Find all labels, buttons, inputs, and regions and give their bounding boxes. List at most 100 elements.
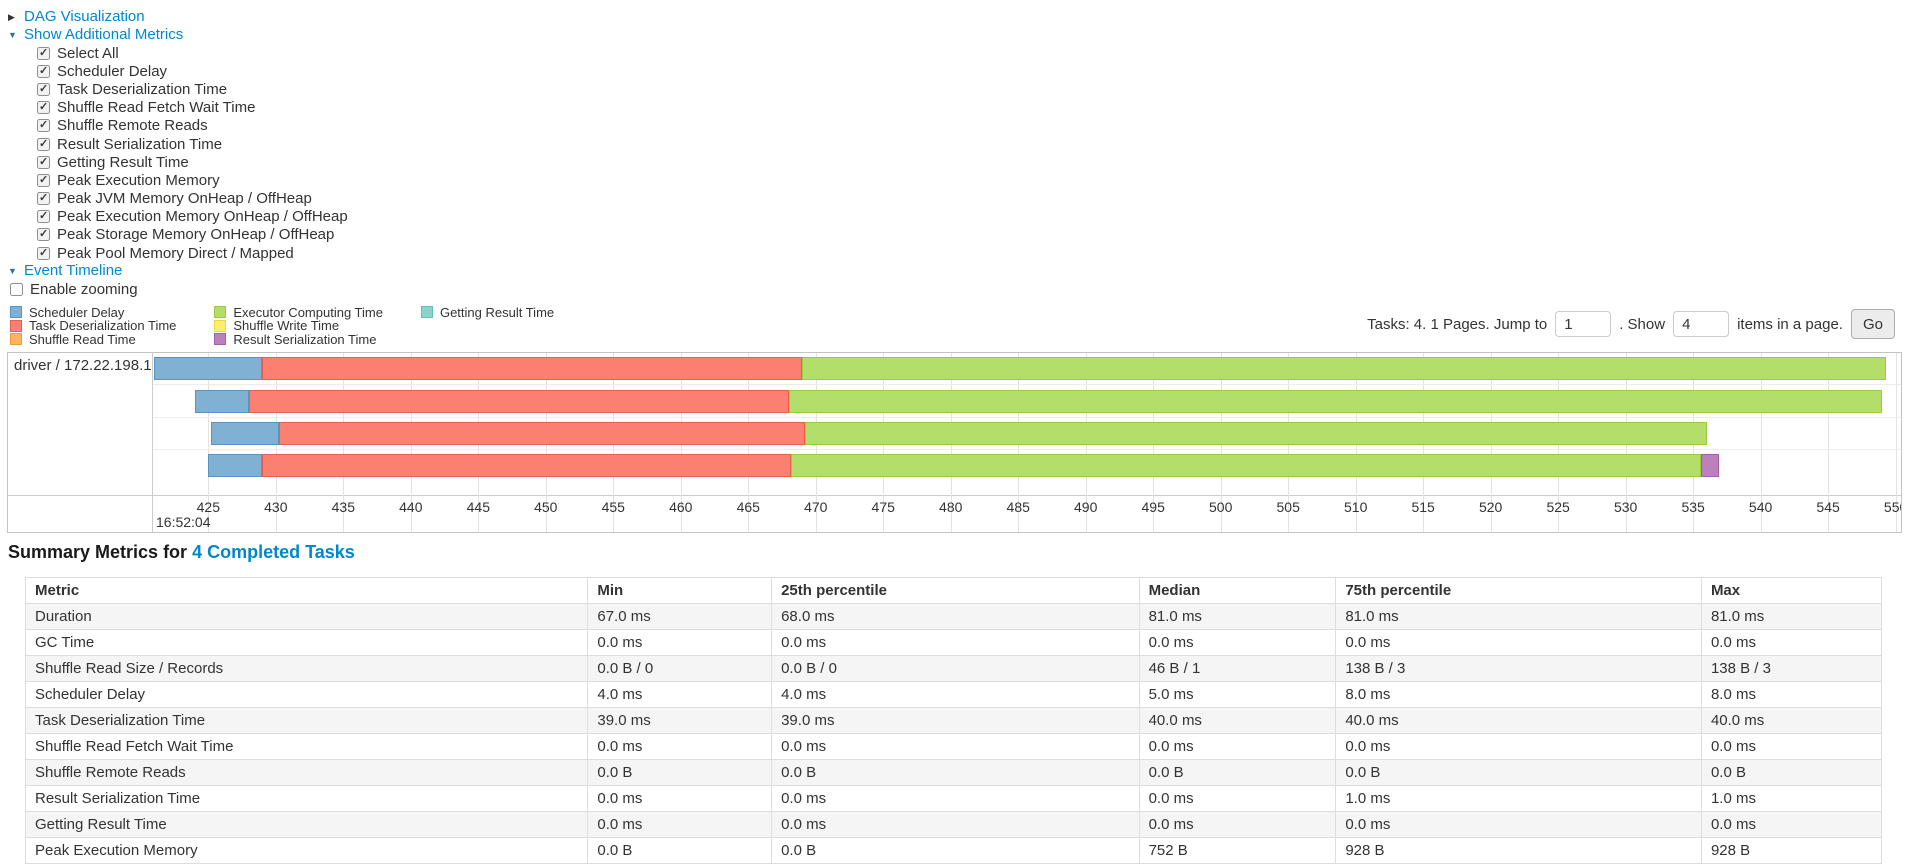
summary-cell: 0.0 ms xyxy=(587,811,773,839)
summary-cell: GC Time xyxy=(24,629,589,657)
shuffle-write-time-swatch-icon xyxy=(214,319,227,332)
summary-cell: 0.0 ms xyxy=(771,785,1140,813)
metric-checkbox[interactable] xyxy=(37,82,50,96)
summary-row: Task Deserialization Time 39.0 ms 39.0 ms 4… xyxy=(24,707,1883,735)
metric-checkbox[interactable] xyxy=(37,64,50,78)
task-deserialization-bar[interactable] xyxy=(278,421,805,445)
summary-row: Scheduler Delay 4.0 ms 4.0 ms 5.0 ms 8.0 ms 8… xyxy=(24,681,1883,709)
summary-cell: 0.0 ms xyxy=(1335,629,1702,657)
metric-checkbox[interactable] xyxy=(37,155,50,169)
metric-checkbox-label: Shuffle Read Fetch Wait Time xyxy=(57,99,256,117)
summary-cell: 0.0 ms xyxy=(1138,811,1337,839)
metric-checkbox-row: Peak Pool Memory Direct / Mapped xyxy=(37,244,1907,262)
timeline-task-row xyxy=(153,389,1901,413)
show-additional-metrics-label: Show Additional Metrics xyxy=(24,26,184,43)
summary-cell: 4.0 ms xyxy=(587,681,773,709)
summary-cell: 0.0 ms xyxy=(1138,629,1337,657)
scheduler-delay-bar[interactable] xyxy=(194,389,249,413)
shuffle-read-time-swatch-icon xyxy=(10,333,22,346)
legend-column: Scheduler Delay Task Deserialization Time… xyxy=(10,304,177,347)
dag-visualization-toggle[interactable]: ▶ DAG Visualization xyxy=(8,8,145,26)
legend-item: Result Serialization Time xyxy=(214,332,383,347)
summary-cell: 0.0 ms xyxy=(1700,733,1883,761)
metric-checkbox[interactable] xyxy=(37,210,50,224)
scheduler-delay-bar[interactable] xyxy=(211,421,279,445)
metric-checkbox[interactable] xyxy=(37,228,50,242)
executor-computing-time-swatch-icon xyxy=(214,306,227,319)
task-pagination: Tasks: 4. 1 Pages. Jump to . Show items … xyxy=(1367,302,1895,346)
x-tick-label: 475 xyxy=(871,499,895,516)
metric-checkbox[interactable] xyxy=(37,137,50,151)
summary-cell: Getting Result Time xyxy=(24,811,589,839)
summary-cell: 928 B xyxy=(1700,837,1883,865)
task-deserialization-bar[interactable] xyxy=(248,389,789,413)
metric-checkbox-label: Peak Execution Memory OnHeap / OffHeap xyxy=(57,208,348,226)
x-tick-label: 435 xyxy=(331,499,355,516)
task-deserialization-bar[interactable] xyxy=(262,454,792,478)
event-timeline-toggle[interactable]: ▼ Event Timeline xyxy=(8,262,122,280)
legend-label: Task Deserialization Time xyxy=(29,318,177,334)
summary-cell: Shuffle Remote Reads xyxy=(24,759,589,787)
summary-cell: 67.0 ms xyxy=(587,603,773,631)
x-tick-label: 455 xyxy=(601,499,625,516)
x-tick-label: 485 xyxy=(1006,499,1030,516)
x-axis-line xyxy=(8,495,1901,497)
summary-cell: 39.0 ms xyxy=(587,707,773,735)
task-deserialization-bar[interactable] xyxy=(262,357,803,381)
timeline-controls: Scheduler Delay Task Deserialization Time… xyxy=(0,302,1907,352)
result-serialization-time-swatch-icon xyxy=(214,333,227,346)
legend-label: Shuffle Write Time xyxy=(233,318,340,334)
metric-checkbox[interactable] xyxy=(37,101,50,115)
summary-heading-text: Summary Metrics for xyxy=(8,542,188,563)
summary-cell: 0.0 ms xyxy=(1138,733,1337,761)
x-tick-label: 470 xyxy=(804,499,828,516)
tasks-count-text: Tasks: 4. 1 Pages. Jump to xyxy=(1367,315,1548,333)
summary-cell: Result Serialization Time xyxy=(24,785,589,813)
metric-checkbox-label: Shuffle Remote Reads xyxy=(57,117,208,135)
legend-label: Scheduler Delay xyxy=(29,304,125,320)
metric-checkbox[interactable] xyxy=(37,192,50,206)
summary-cell: 0.0 B xyxy=(771,759,1140,787)
summary-col-header: Median xyxy=(1138,577,1337,605)
summary-cell: 0.0 B / 0 xyxy=(771,655,1140,683)
summary-cell: 0.0 ms xyxy=(771,811,1140,839)
metric-checkbox-row: Task Deserialization Time xyxy=(37,80,1907,98)
executor-computing-bar[interactable] xyxy=(788,389,1883,413)
metric-checkbox-row: Peak JVM Memory OnHeap / OffHeap xyxy=(37,190,1907,208)
scheduler-delay-bar[interactable] xyxy=(208,454,263,478)
executor-computing-bar[interactable] xyxy=(802,357,1887,381)
metric-checkbox-row: Getting Result Time xyxy=(37,153,1907,171)
summary-cell: 0.0 B xyxy=(771,837,1140,865)
legend-label: Executor Computing Time xyxy=(233,304,383,320)
completed-tasks-link[interactable]: 4 Completed Tasks xyxy=(192,542,355,563)
x-tick-label: 465 xyxy=(736,499,760,516)
executor-computing-bar[interactable] xyxy=(804,421,1707,445)
items-per-page-input[interactable] xyxy=(1673,311,1730,338)
metric-checkbox[interactable] xyxy=(37,46,50,60)
x-tick-label: 450 xyxy=(534,499,558,516)
summary-cell: 0.0 ms xyxy=(587,629,773,657)
metric-checkbox[interactable] xyxy=(37,173,50,187)
result-serialization-bar[interactable] xyxy=(1701,454,1719,478)
enable-zooming-checkbox[interactable] xyxy=(10,282,23,296)
summary-cell: 0.0 B xyxy=(1700,759,1883,787)
metric-checkbox[interactable] xyxy=(37,119,50,133)
summary-cell: Shuffle Read Size / Records xyxy=(24,655,589,683)
gridline xyxy=(1895,353,1897,533)
row-separator xyxy=(153,417,1901,419)
summary-cell: 81.0 ms xyxy=(1700,603,1883,631)
summary-cell: 0.0 ms xyxy=(771,733,1140,761)
metric-checkbox[interactable] xyxy=(37,246,50,260)
summary-cell: 138 B / 3 xyxy=(1700,655,1883,683)
executor-computing-bar[interactable] xyxy=(791,454,1702,478)
summary-cell: Shuffle Read Fetch Wait Time xyxy=(24,733,589,761)
summary-cell: 138 B / 3 xyxy=(1335,655,1702,683)
metric-checkbox-row: Select All xyxy=(37,44,1907,62)
x-tick-label: 545 xyxy=(1816,499,1840,516)
scheduler-delay-bar[interactable] xyxy=(154,357,263,381)
page-controls: ▶ DAG Visualization ▼ Show Additional Me… xyxy=(0,0,1907,298)
show-additional-metrics-toggle[interactable]: ▼ Show Additional Metrics xyxy=(8,26,183,44)
metric-checkbox-row: Shuffle Remote Reads xyxy=(37,117,1907,135)
jump-to-page-input[interactable] xyxy=(1555,311,1612,338)
go-button[interactable]: Go xyxy=(1850,309,1895,340)
